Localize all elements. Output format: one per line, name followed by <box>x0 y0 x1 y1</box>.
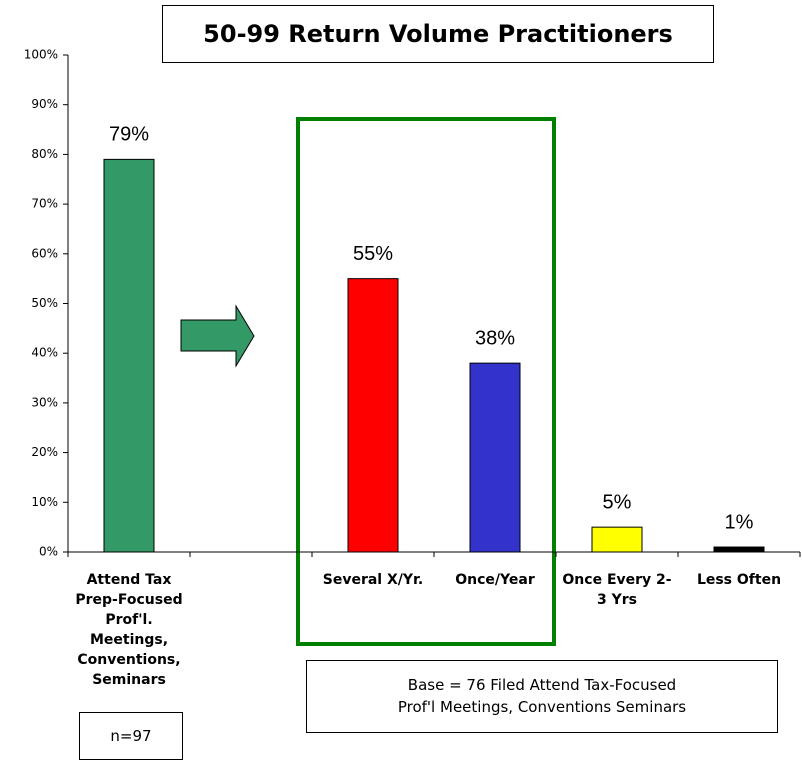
bar <box>591 526 643 553</box>
chart-title: 50-99 Return Volume Practitioners <box>162 5 714 63</box>
y-tick-label: 0% <box>39 545 58 559</box>
arrow <box>180 304 255 368</box>
bar <box>103 158 155 553</box>
x-tick-label: Attend Tax Prep-Focused Prof'l. Meetings… <box>75 572 183 688</box>
bar <box>713 546 765 553</box>
y-tick-label: 70% <box>31 197 58 211</box>
data-label: 55% <box>353 243 393 265</box>
bar <box>347 278 399 553</box>
bar <box>469 362 521 553</box>
base-note: Base = 76 Filed Attend Tax-Focused Prof'… <box>306 660 778 733</box>
y-tick-label: 80% <box>31 147 58 161</box>
data-label: 38% <box>475 327 515 349</box>
data-label: 5% <box>603 491 632 513</box>
y-tick-label: 30% <box>31 395 58 409</box>
highlight-box <box>296 117 556 646</box>
x-tick-label: Once/Year <box>455 572 535 588</box>
y-tick-label: 60% <box>31 246 58 260</box>
data-label: 1% <box>725 511 754 533</box>
x-tick-label: Once Every 2-3 Yrs <box>562 572 672 608</box>
y-tick-label: 10% <box>31 495 58 509</box>
y-tick-label: 50% <box>31 296 58 310</box>
x-tick-label: Several X/Yr. <box>322 572 424 588</box>
y-tick-label: 20% <box>31 445 58 459</box>
n-note: n=97 <box>79 712 183 760</box>
data-label: 79% <box>109 124 149 146</box>
y-tick-label: 100% <box>24 48 58 62</box>
y-tick-label: 40% <box>31 346 58 360</box>
y-tick-label: 90% <box>31 97 58 111</box>
x-tick-label: Less Often <box>696 572 782 588</box>
